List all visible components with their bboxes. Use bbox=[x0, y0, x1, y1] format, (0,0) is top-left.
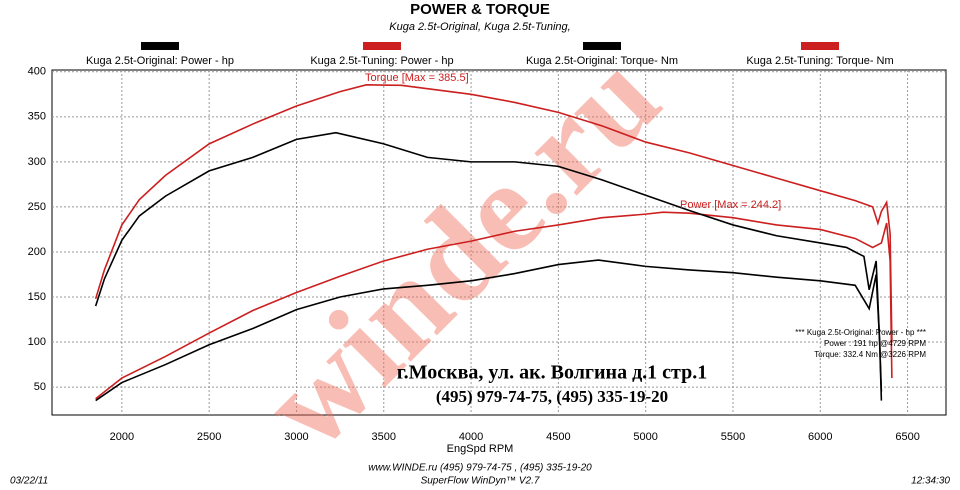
legend-label: Kuga 2.5t-Original: Power - hp bbox=[86, 55, 234, 67]
y-tick-label: 150 bbox=[28, 291, 46, 303]
legend-swatch bbox=[141, 42, 179, 50]
x-tick-label: 6500 bbox=[895, 431, 919, 443]
x-tick-label: 4500 bbox=[546, 431, 570, 443]
annotation: Power [Max = 244.2] bbox=[680, 199, 781, 211]
series-line bbox=[94, 84, 893, 343]
x-tick-label: 6000 bbox=[808, 431, 832, 443]
series-line bbox=[95, 259, 883, 402]
y-tick-label: 300 bbox=[28, 156, 46, 168]
legend-label: Kuga 2.5t-Tuning: Torque- Nm bbox=[746, 55, 893, 67]
legend-label: Kuga 2.5t-Original: Torque- Nm bbox=[526, 55, 678, 67]
footer-text: SuperFlow WinDyn™ V2.7 bbox=[421, 476, 540, 487]
annotation: *** Kuga 2.5t-Original: Power - hp *** bbox=[795, 328, 926, 337]
annotation: Torque [Max = 385.5] bbox=[365, 72, 469, 84]
chart-subtitle: Kuga 2.5t-Original, Kuga 2.5t-Tuning, bbox=[389, 21, 570, 33]
y-tick-label: 350 bbox=[28, 111, 46, 123]
footer-text: 12:34:30 bbox=[911, 476, 950, 487]
x-tick-label: 2500 bbox=[197, 431, 221, 443]
x-tick-label: 4000 bbox=[459, 431, 483, 443]
y-tick-label: 100 bbox=[28, 336, 46, 348]
y-tick-label: 400 bbox=[28, 66, 46, 78]
x-tick-label: 2000 bbox=[110, 431, 134, 443]
y-tick-label: 250 bbox=[28, 201, 46, 213]
legend-label: Kuga 2.5t-Tuning: Power - hp bbox=[310, 55, 453, 67]
chart-title: POWER & TORQUE bbox=[410, 1, 550, 18]
legend-swatch bbox=[801, 42, 839, 50]
y-tick-label: 50 bbox=[34, 381, 46, 393]
annotation: г.Москва, ул. ак. Волгина д.1 стр.1 bbox=[397, 362, 708, 384]
x-axis-label: EngSpd RPM bbox=[447, 443, 514, 455]
y-tick-label: 200 bbox=[28, 246, 46, 258]
annotation: (495) 979-74-75, (495) 335-19-20 bbox=[436, 387, 668, 406]
annotation: Torque: 332.4 Nm @3226 RPM bbox=[814, 350, 926, 359]
legend-swatch bbox=[363, 42, 401, 50]
annotation: Power : 191 hp @4729 RPM bbox=[824, 339, 926, 348]
legend-swatch bbox=[583, 42, 621, 50]
x-tick-label: 3500 bbox=[372, 431, 396, 443]
x-tick-label: 3000 bbox=[284, 431, 308, 443]
footer-text: www.WINDE.ru (495) 979-74-75 , (495) 335… bbox=[368, 463, 592, 474]
plot-frame bbox=[51, 69, 947, 416]
x-tick-label: 5500 bbox=[721, 431, 745, 443]
series-line bbox=[94, 131, 883, 401]
series-line bbox=[95, 211, 893, 400]
x-tick-label: 5000 bbox=[633, 431, 657, 443]
footer-text: 03/22/11 bbox=[10, 476, 48, 487]
